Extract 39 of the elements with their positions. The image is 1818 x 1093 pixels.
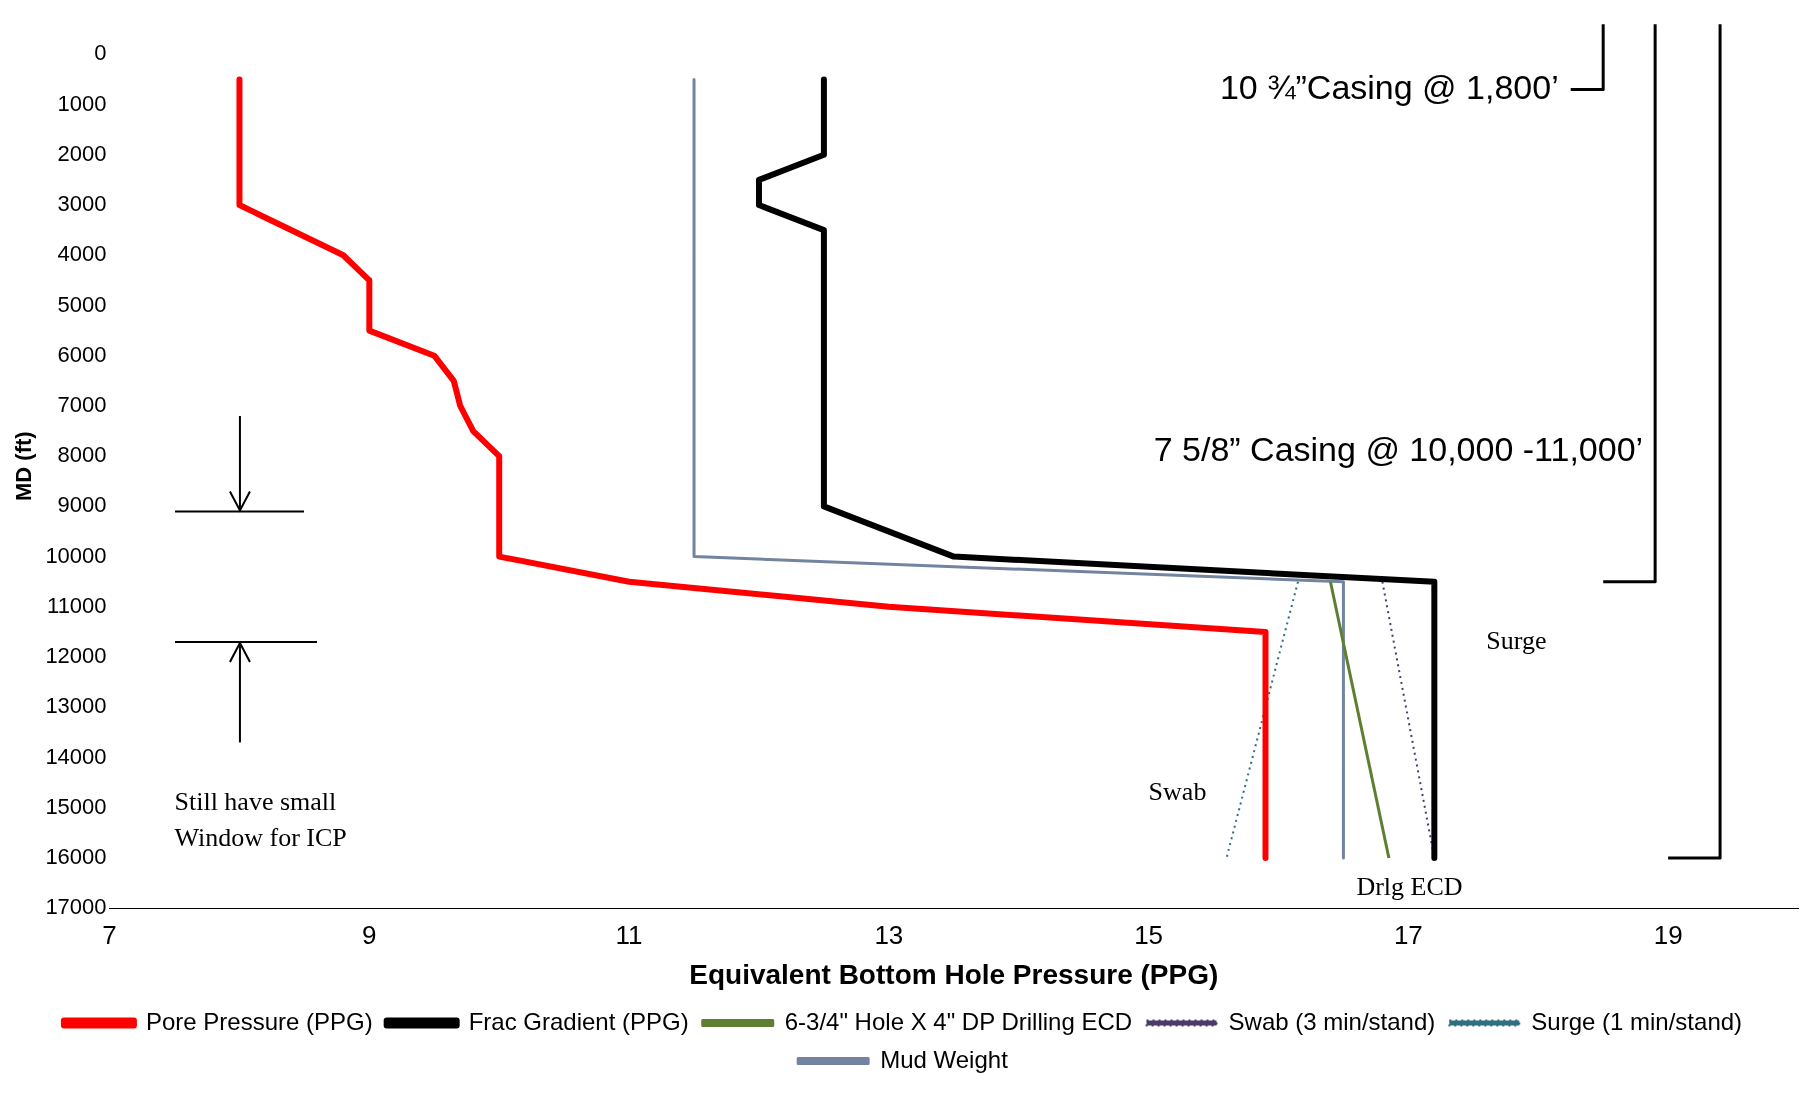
y-tick-label: 2000 xyxy=(57,140,107,166)
legend-label: Surge (1 min/stand) xyxy=(1531,1007,1743,1035)
annotation: Surge xyxy=(1486,625,1547,655)
y-tick-label: 12000 xyxy=(45,643,107,669)
y-tick-label: 4000 xyxy=(57,241,107,267)
x-tick-label: 13 xyxy=(874,919,904,950)
y-tick-label: 15000 xyxy=(45,793,107,819)
y-tick-label: 11000 xyxy=(47,592,107,618)
legend-label: Swab (3 min/stand) xyxy=(1228,1007,1436,1035)
x-tick-label: 9 xyxy=(362,919,377,950)
y-tick-label: 0 xyxy=(94,40,107,66)
y-tick-label: 10000 xyxy=(45,542,107,568)
y-tick-label: 14000 xyxy=(45,743,107,769)
y-tick-label: 1000 xyxy=(57,90,107,116)
x-tick-label: 7 xyxy=(102,919,117,950)
legend-label: Pore Pressure (PPG) xyxy=(145,1007,373,1035)
y-tick-label: 3000 xyxy=(57,191,107,217)
x-tick-label: 11 xyxy=(615,919,643,950)
y-tick-label: 17000 xyxy=(45,894,107,920)
x-tick-label: 15 xyxy=(1134,919,1164,950)
y-tick-label: 13000 xyxy=(45,693,107,719)
annotation: 7 5/8” Casing @ 10,000 -11,000’ xyxy=(1153,429,1644,468)
legend-label: Mud Weight xyxy=(880,1045,1009,1073)
y-tick-label: 9000 xyxy=(57,492,107,518)
annotation: Still have small Window for ICP xyxy=(174,786,347,852)
annotation: Swab xyxy=(1148,776,1207,806)
x-tick-label: 17 xyxy=(1393,919,1423,950)
x-axis-title: Equivalent Bottom Hole Pressure (PPG) xyxy=(689,958,1219,990)
y-tick-label: 5000 xyxy=(57,291,107,317)
y-tick-label: 16000 xyxy=(45,844,107,870)
y-tick-label: 7000 xyxy=(57,391,107,417)
annotation: Drlg ECD xyxy=(1356,871,1463,901)
annotation: 10 ¾”Casing @ 1,800’ xyxy=(1219,67,1559,106)
x-tick-label: 19 xyxy=(1653,919,1683,950)
legend-label: Frac Gradient (PPG) xyxy=(468,1007,689,1035)
legend-label: 6-3/4" Hole X 4" DP Drilling ECD xyxy=(784,1007,1133,1035)
y-tick-label: 8000 xyxy=(57,442,107,468)
y-axis-title: MD (ft) xyxy=(11,431,37,502)
y-tick-label: 6000 xyxy=(57,341,107,367)
